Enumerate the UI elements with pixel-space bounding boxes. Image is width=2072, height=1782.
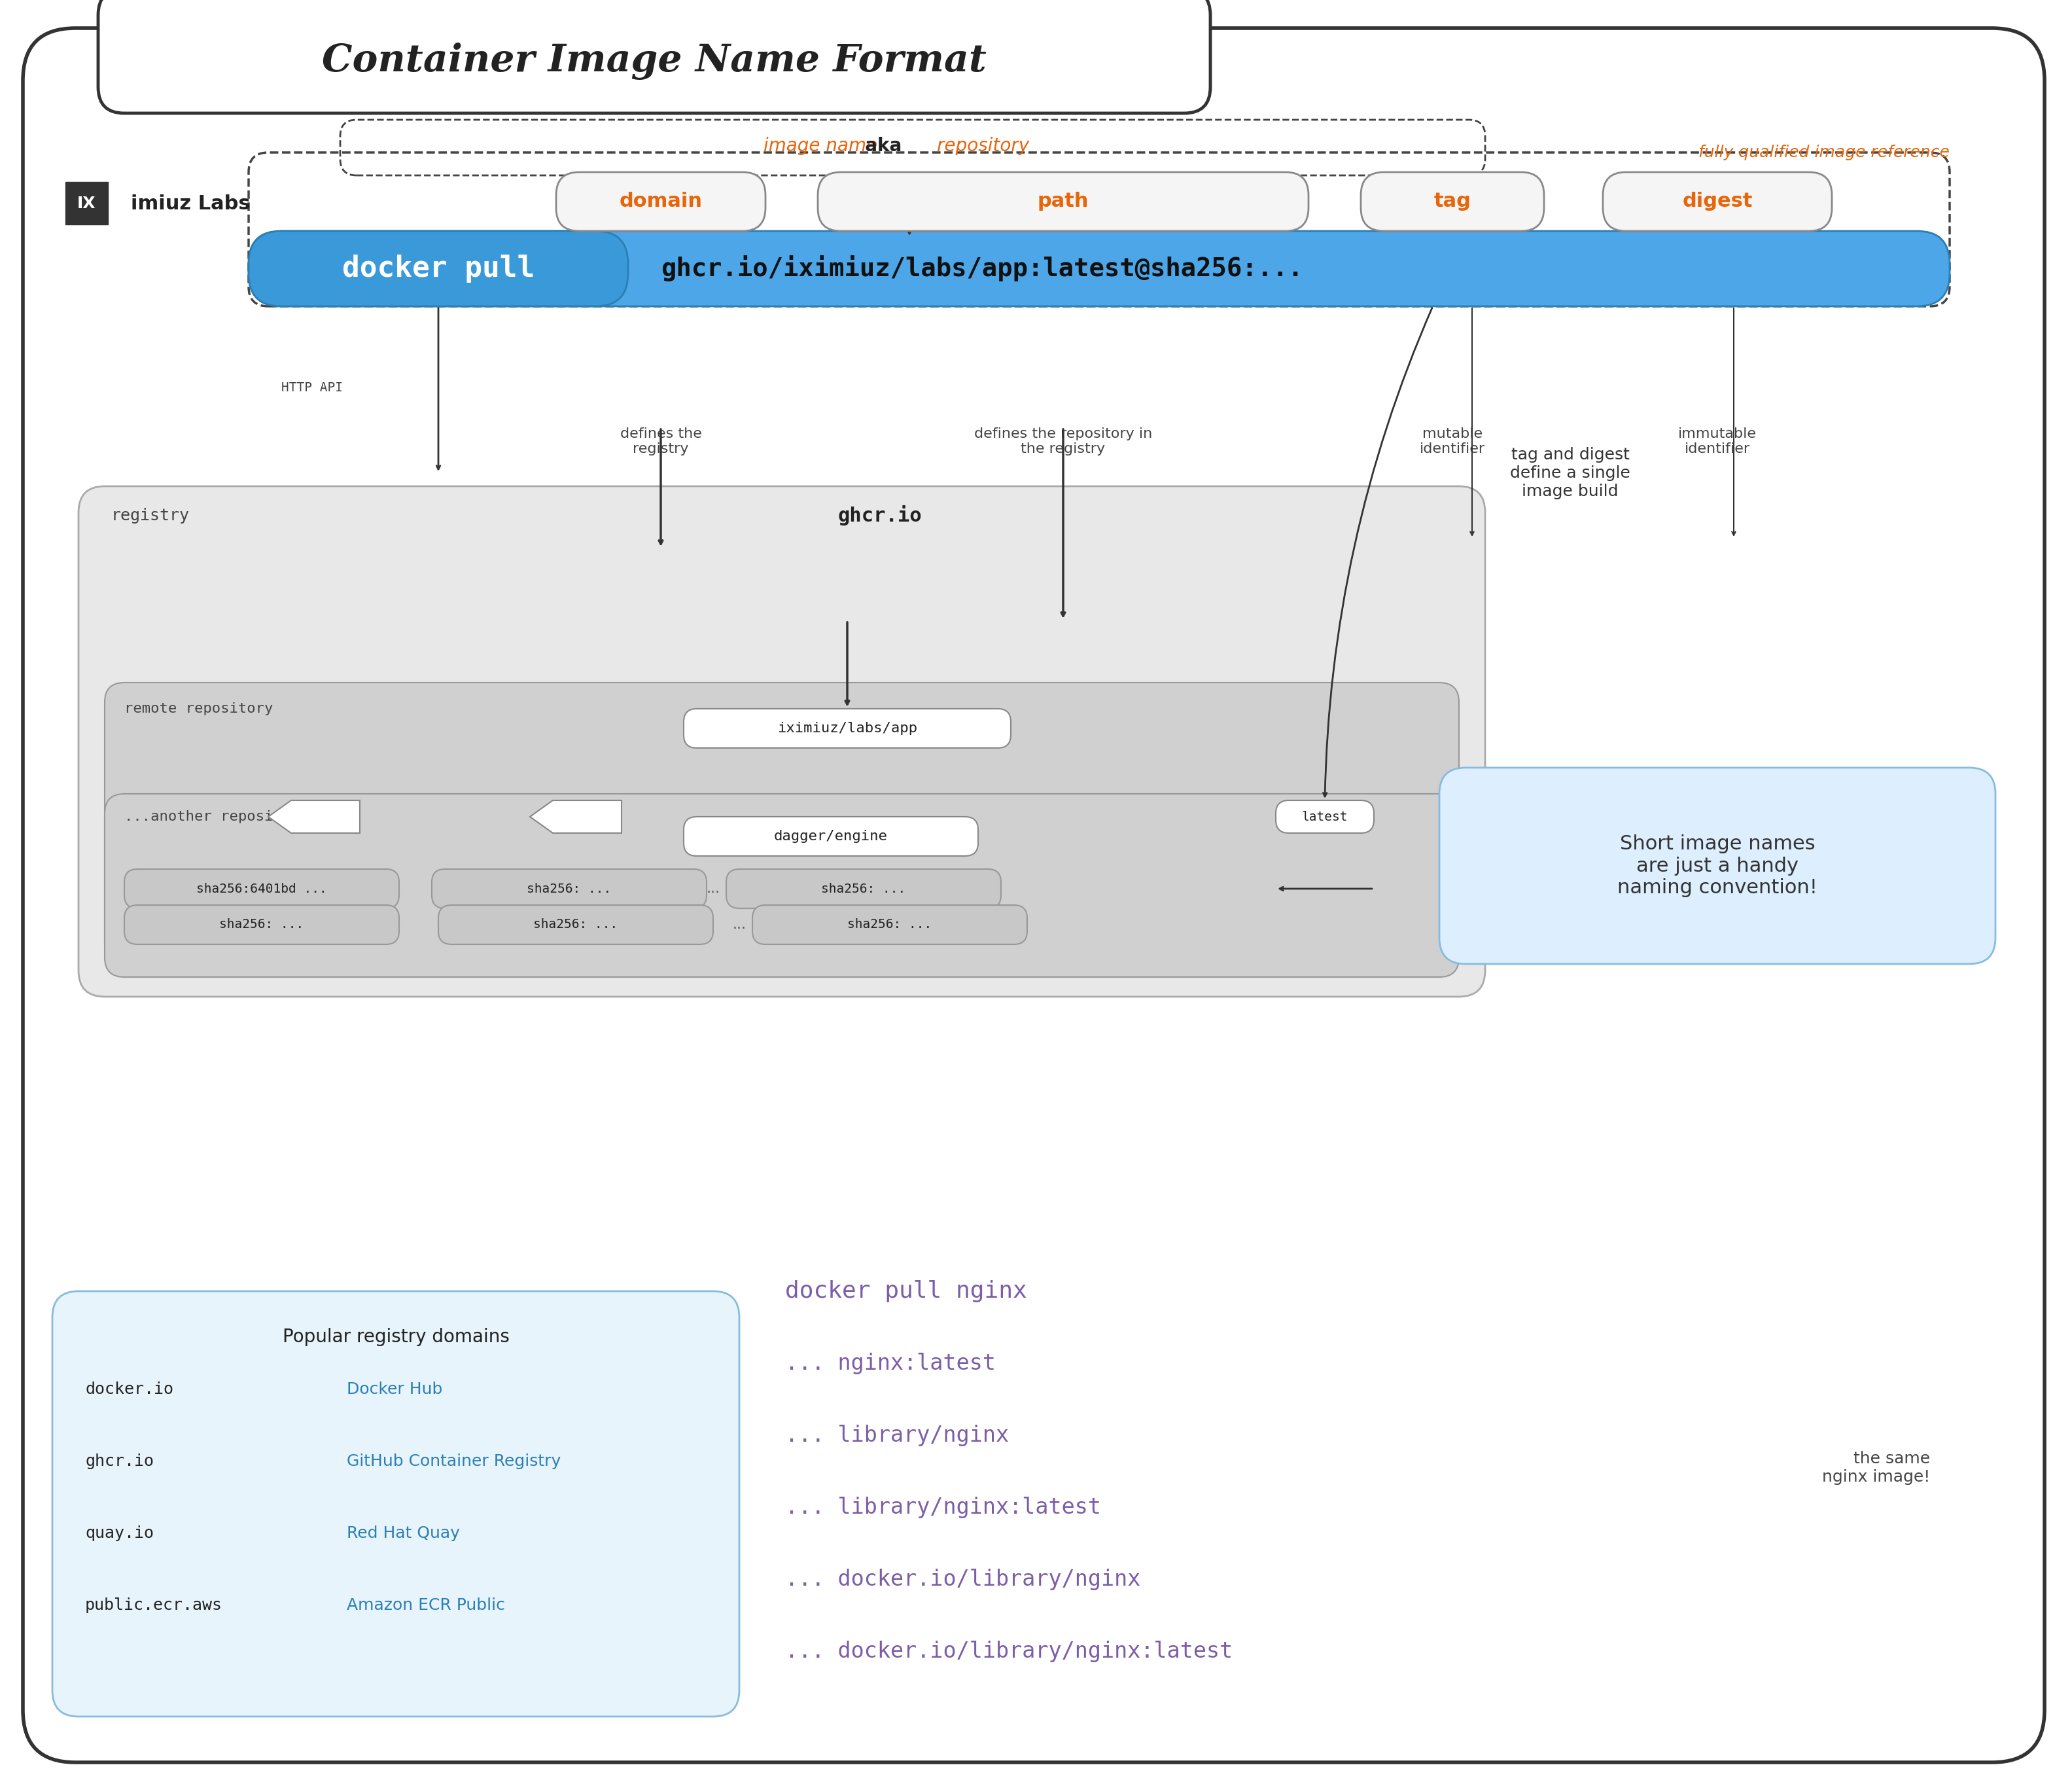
Text: latest: latest (1301, 811, 1349, 823)
Text: imiuz Labs: imiuz Labs (131, 194, 251, 214)
Text: tag: tag (1434, 192, 1471, 210)
Text: immutable
identifier: immutable identifier (1678, 428, 1757, 456)
Text: sha256: ...: sha256: ... (220, 918, 305, 930)
FancyBboxPatch shape (97, 0, 1210, 114)
Text: Amazon ECR Public: Amazon ECR Public (346, 1597, 506, 1613)
FancyBboxPatch shape (684, 816, 978, 855)
Polygon shape (267, 800, 361, 832)
FancyBboxPatch shape (106, 683, 1459, 964)
Text: docker pull nginx: docker pull nginx (785, 1279, 1028, 1303)
FancyBboxPatch shape (106, 793, 1459, 977)
Text: quay.io: quay.io (85, 1525, 153, 1541)
Text: ... docker.io/library/nginx:latest: ... docker.io/library/nginx:latest (785, 1639, 1233, 1663)
FancyBboxPatch shape (52, 1292, 740, 1716)
Text: domain: domain (620, 192, 702, 210)
Text: sha256:6401bd ...: sha256:6401bd ... (197, 882, 327, 895)
Text: Container Image Name Format: Container Image Name Format (321, 43, 986, 80)
FancyBboxPatch shape (1604, 173, 1832, 232)
FancyBboxPatch shape (23, 29, 2045, 1762)
Text: fully qualified image reference: fully qualified image reference (1699, 144, 1950, 160)
Text: ... docker.io/library/nginx: ... docker.io/library/nginx (785, 1568, 1140, 1590)
Text: HTTP API: HTTP API (282, 381, 342, 394)
Text: Docker Hub: Docker Hub (346, 1381, 443, 1397)
Text: Red Hat Quay: Red Hat Quay (346, 1525, 460, 1541)
Text: aka: aka (852, 137, 914, 155)
FancyBboxPatch shape (66, 182, 108, 225)
Text: defines the repository in
the registry: defines the repository in the registry (974, 428, 1152, 456)
Text: sha256: ...: sha256: ... (847, 918, 932, 930)
Text: sha256: ...: sha256: ... (533, 918, 617, 930)
Text: ... library/nginx: ... library/nginx (785, 1424, 1009, 1445)
FancyBboxPatch shape (124, 870, 400, 909)
Text: public.ecr.aws: public.ecr.aws (85, 1597, 222, 1613)
Text: the same
nginx image!: the same nginx image! (1821, 1451, 1929, 1484)
Text: defines the
registry: defines the registry (620, 428, 702, 456)
Text: sha256: ...: sha256: ... (526, 882, 611, 895)
Text: ghcr.io: ghcr.io (85, 1454, 153, 1468)
FancyBboxPatch shape (818, 173, 1310, 232)
Text: registry: registry (112, 508, 191, 524)
Text: GitHub Container Registry: GitHub Container Registry (346, 1454, 562, 1468)
Text: ghcr.io/iximiuz/labs/app:latest@sha256:...: ghcr.io/iximiuz/labs/app:latest@sha256:.… (661, 255, 1303, 282)
Text: remote repository: remote repository (124, 702, 274, 715)
Text: docker.io: docker.io (85, 1381, 174, 1397)
Text: IX: IX (77, 196, 95, 212)
FancyBboxPatch shape (79, 486, 1486, 996)
FancyBboxPatch shape (555, 173, 765, 232)
FancyBboxPatch shape (431, 870, 707, 909)
FancyBboxPatch shape (1276, 800, 1374, 832)
Text: sha256: ...: sha256: ... (821, 882, 905, 895)
Text: ... library/nginx:latest: ... library/nginx:latest (785, 1497, 1100, 1518)
Text: mutable
identifier: mutable identifier (1419, 428, 1486, 456)
FancyBboxPatch shape (1361, 173, 1544, 232)
FancyBboxPatch shape (249, 232, 628, 307)
FancyBboxPatch shape (725, 870, 1001, 909)
Text: tag and digest
define a single
image build: tag and digest define a single image bui… (1510, 447, 1631, 499)
Text: ...: ... (731, 918, 746, 932)
Text: ghcr.io: ghcr.io (837, 506, 922, 526)
Text: repository: repository (897, 137, 1030, 155)
Text: ... nginx:latest: ... nginx:latest (785, 1353, 997, 1374)
Text: digest: digest (1682, 192, 1753, 210)
FancyBboxPatch shape (752, 905, 1028, 944)
Text: path: path (1038, 192, 1088, 210)
FancyBboxPatch shape (249, 232, 1950, 307)
Text: docker pull: docker pull (342, 255, 535, 283)
Text: iximiuz/labs/app: iximiuz/labs/app (777, 722, 918, 734)
FancyBboxPatch shape (439, 905, 713, 944)
Text: Popular registry domains: Popular registry domains (282, 1328, 510, 1345)
FancyBboxPatch shape (1440, 768, 1995, 964)
FancyBboxPatch shape (684, 709, 1011, 748)
Text: dagger/engine: dagger/engine (775, 830, 887, 843)
FancyBboxPatch shape (124, 905, 400, 944)
Text: ...: ... (707, 882, 719, 895)
Text: ...another repository: ...another repository (124, 811, 309, 823)
Text: image name: image name (762, 137, 883, 155)
Polygon shape (530, 800, 622, 832)
Text: Short image names
are just a handy
naming convention!: Short image names are just a handy namin… (1618, 834, 1817, 898)
